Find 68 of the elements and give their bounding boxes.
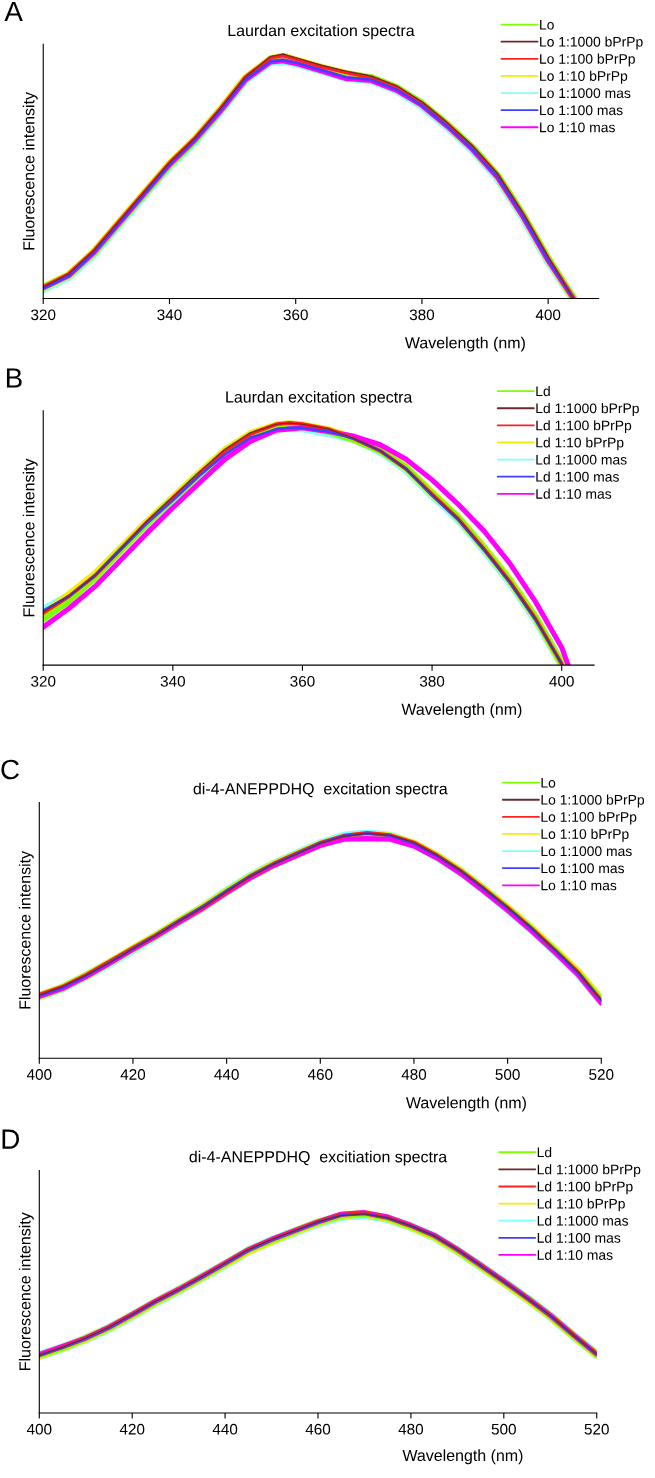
chart-title: di-4-ANEPPDHQ excitiation spectra (189, 1150, 448, 1166)
chart-title: di-4-ANEPPDHQ excitation spectra (193, 782, 448, 798)
x-tick-label: 380 (409, 309, 435, 321)
legend-label: Lo 1:100 bPrPp (540, 53, 635, 67)
x-tick-label: 320 (31, 309, 56, 321)
legend-label: Lo 1:1000 mas (541, 846, 632, 857)
y-axis-title: Fluorescence intensity (22, 458, 38, 617)
legend-label: Lo 1:1000 mas (540, 88, 631, 99)
x-tick-label: 460 (307, 1069, 333, 1080)
x-tick-label: 420 (120, 1069, 146, 1080)
x-tick-label: 340 (157, 309, 182, 321)
legend-label: Ld 1:1000 mas (537, 1215, 629, 1226)
legend-label: Ld 1:10 bPrPp (537, 1198, 625, 1212)
legend-label: Lo 1:100 mas (540, 105, 623, 116)
legend-label: Ld 1:100 mas (536, 471, 619, 482)
x-tick-label: 400 (549, 675, 574, 687)
legend-label: Ld 1:100 mas (537, 1232, 621, 1243)
legend-label: Ld (537, 1147, 552, 1158)
x-tick-label: 460 (305, 1423, 331, 1435)
y-axis-title: Fluorescence intensity (22, 92, 38, 250)
y-axis-title: Fluorescence intensity (18, 850, 34, 1009)
legend-label: Lo 1:1000 bPrPp (540, 36, 643, 50)
x-tick-label: 480 (398, 1423, 424, 1435)
x-tick-label: 400 (26, 1069, 52, 1080)
legend-label: Lo (541, 777, 556, 788)
legend-label: Lo (540, 19, 554, 30)
legend-label: Ld 1:10 mas (537, 1249, 613, 1260)
legend-label: Lo 1:100 mas (541, 863, 625, 874)
text: C (1, 759, 19, 780)
x-axis-title: Wavelength (nm) (404, 336, 525, 352)
legend-label: Ld 1:10 mas (536, 488, 612, 499)
legend-label: Ld 1:1000 bPrPp (536, 403, 639, 416)
x-tick-label: 380 (419, 675, 445, 687)
legend-label: Lo 1:100 bPrPp (541, 811, 637, 825)
x-tick-label: 320 (31, 675, 56, 687)
chart-title: Laurdan excitation spectra (228, 24, 415, 40)
x-axis-title: Wavelength (nm) (402, 1449, 523, 1465)
x-tick-label: 480 (401, 1069, 427, 1080)
legend-label: Ld (536, 385, 550, 397)
legend-label: Ld 1:1000 mas (536, 454, 627, 465)
x-tick-label: 440 (212, 1423, 238, 1435)
text: D (2, 1129, 20, 1149)
x-tick-label: 360 (290, 675, 315, 687)
chart-title: Laurdan excitation spectra (226, 390, 413, 406)
text: A (4, 1, 23, 22)
x-tick-label: 360 (283, 309, 308, 321)
x-tick-label: 340 (160, 675, 185, 687)
legend-label: Lo 1:10 mas (541, 880, 617, 891)
x-tick-label: 400 (535, 309, 561, 321)
legend-label: Lo 1:10 mas (540, 122, 615, 133)
legend-label: Ld 1:10 bPrPp (536, 437, 624, 451)
x-tick-label: 520 (589, 1069, 614, 1080)
legend-label: Ld 1:100 bPrPp (537, 1181, 633, 1195)
legend-label: Lo 1:10 bPrPp (540, 70, 628, 84)
x-tick-label: 440 (214, 1069, 239, 1080)
x-tick-label: 420 (119, 1423, 145, 1435)
legend-label: Lo 1:10 bPrPp (541, 828, 629, 842)
x-axis-title: Wavelength (nm) (401, 703, 522, 719)
x-tick-label: 520 (584, 1423, 609, 1435)
legend-label: Ld 1:100 bPrPp (536, 420, 632, 434)
legend-label: Lo 1:1000 bPrPp (541, 794, 645, 808)
y-axis-title: Fluorescence intensity (18, 1212, 34, 1370)
x-tick-label: 500 (491, 1423, 516, 1435)
x-axis-title: Wavelength (nm) (405, 1096, 526, 1112)
x-tick-label: 400 (26, 1423, 52, 1435)
text: B (6, 368, 22, 388)
x-tick-label: 500 (495, 1069, 520, 1080)
legend-label: Ld 1:1000 bPrPp (537, 1164, 641, 1178)
